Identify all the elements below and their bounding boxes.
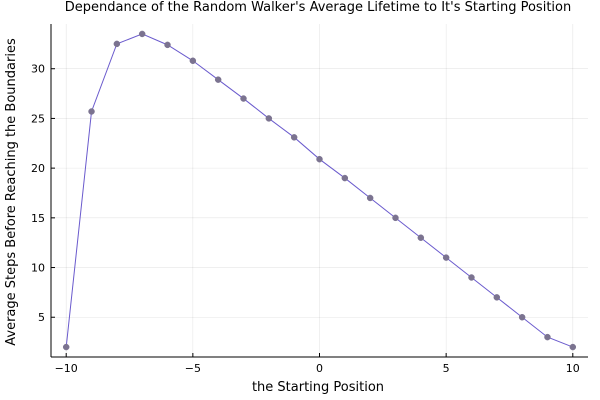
data-point [240,95,247,102]
y-axis-label: Average Steps Before Reaching the Bounda… [4,38,19,346]
data-point [569,343,577,351]
data-point [113,40,121,48]
x-tick-label: 10 [566,362,580,375]
x-tick-label: −5 [185,362,201,375]
data-point [316,155,323,163]
y-tick-label: 30 [31,63,45,76]
data-point [417,234,425,241]
data-point [62,343,70,351]
y-tick-label: 15 [31,212,45,225]
tick-labels: −10 −5 0 5 10 5 10 15 20 25 30 [31,63,580,375]
data-point [392,214,399,222]
data-point [341,174,349,182]
y-tick-label: 5 [38,311,45,324]
data-point [265,115,273,122]
data-point [442,254,450,261]
data-point [468,274,475,281]
axes [50,24,588,358]
x-tick-label: −10 [55,362,78,375]
chart-title: Dependance of the Random Walker's Averag… [65,0,571,15]
data-point [290,134,298,141]
grid [51,24,588,357]
x-tick-label: 0 [316,362,323,375]
data-point [138,30,146,38]
data-point [518,313,526,321]
data-point [366,194,374,202]
data-point [493,294,501,301]
y-tick-label: 25 [31,112,45,125]
data-point [189,57,197,65]
data-point [214,76,222,83]
x-axis-label: the Starting Position [252,380,384,395]
y-tick-label: 10 [31,262,45,275]
y-tick-label: 20 [31,162,45,175]
series [62,30,577,351]
data-point [164,41,171,49]
x-tick-label: 5 [443,362,450,375]
data-point [88,108,95,115]
data-point [544,333,551,341]
